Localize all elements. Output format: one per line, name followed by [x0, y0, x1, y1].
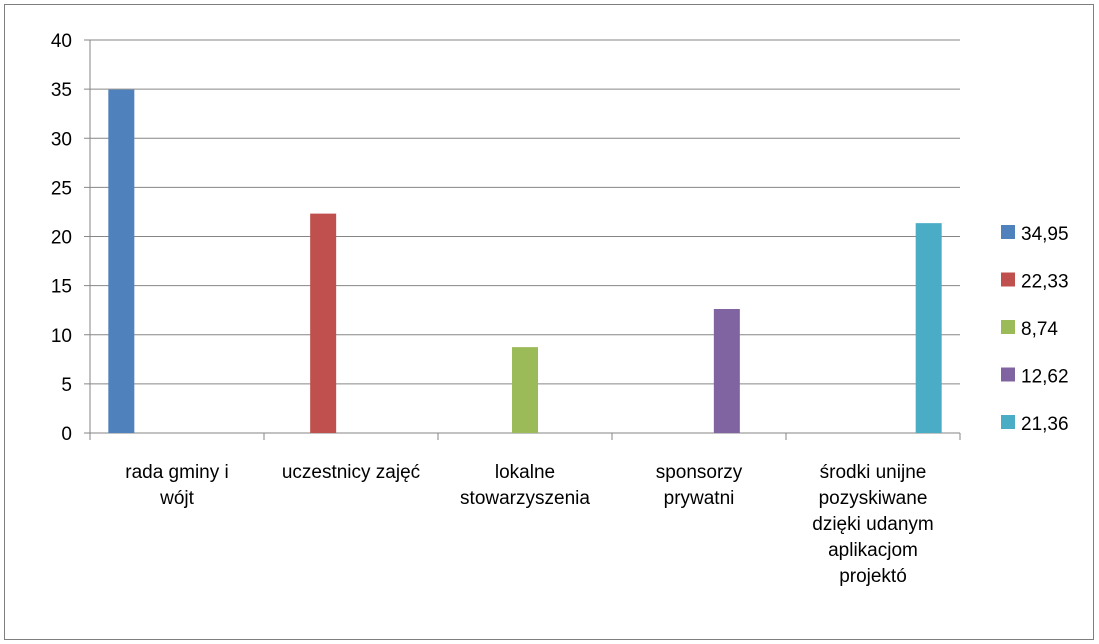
- x-category-label-line: rada gminy i: [125, 462, 229, 483]
- y-tick-label: 20: [51, 228, 72, 249]
- x-category-label-line: lokalne: [495, 462, 555, 483]
- x-category-label-line: projektó: [839, 566, 907, 587]
- legend-label: 22,33: [1021, 272, 1069, 293]
- x-category-label: lokalne stowarzyszenia: [460, 462, 590, 509]
- legend-swatch: [1001, 320, 1015, 334]
- legend-swatch: [1001, 272, 1015, 287]
- y-tick-label: 0: [61, 424, 72, 445]
- y-tick-label: 15: [51, 277, 72, 298]
- bar: [310, 213, 337, 433]
- x-category-label-line: wójt: [159, 488, 195, 509]
- legend-swatch: [1001, 225, 1015, 239]
- legend-swatch: [1001, 415, 1015, 429]
- x-category-label-line: aplikacjom: [828, 540, 918, 561]
- y-tick-label: 25: [51, 178, 72, 199]
- y-tick-label: 30: [51, 129, 72, 150]
- legend-label: 8,74: [1021, 319, 1058, 340]
- x-category-label: środki unijne pozyskiwane dzięki udanym apl…: [812, 462, 933, 587]
- x-category-label: sponsorzy prywatni: [656, 462, 743, 509]
- x-category-label-line: pozyskiwane: [819, 488, 928, 509]
- legend-label: 12,62: [1021, 367, 1069, 388]
- x-category-label-line: sponsorzy: [656, 462, 743, 483]
- y-tick-label: 40: [51, 31, 72, 52]
- y-tick-label: 5: [61, 375, 72, 396]
- bar: [108, 89, 135, 434]
- x-category-label-line: dzięki udanym: [812, 514, 933, 535]
- legend-swatch: [1001, 367, 1015, 382]
- x-category-label-line: prywatni: [664, 488, 735, 509]
- legend-label: 21,36: [1021, 414, 1069, 435]
- y-tick-label: 10: [51, 326, 72, 347]
- x-category-label-line: uczestnicy zajęć: [282, 462, 420, 483]
- bar: [512, 347, 538, 433]
- x-category-label: rada gminy i wójt: [125, 462, 229, 509]
- chart-frame: [4, 4, 1094, 640]
- bar: [915, 223, 942, 433]
- bar: [713, 309, 740, 433]
- x-category-label-line: stowarzyszenia: [460, 488, 590, 509]
- x-category-label-line: środki unijne: [820, 462, 927, 483]
- y-tick-label: 35: [51, 80, 72, 101]
- legend-label: 34,95: [1021, 224, 1069, 245]
- x-category-label: uczestnicy zajęć: [282, 462, 420, 483]
